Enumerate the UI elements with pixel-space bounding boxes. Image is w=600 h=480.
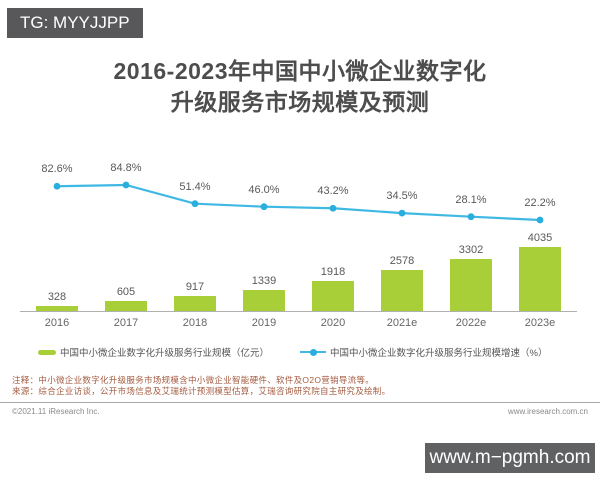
- x-axis-label-2020: 2020: [320, 317, 346, 329]
- growth-point-2016: [53, 182, 61, 190]
- x-axis-label-2018: 2018: [182, 317, 208, 329]
- growth-value-label-2022e: 28.1%: [455, 193, 487, 206]
- growth-point-2019: [260, 203, 268, 211]
- growth-value-label-2020: 43.2%: [317, 185, 349, 198]
- line-legend-dot-icon: [310, 348, 317, 356]
- x-axis-label-2021e: 2021e: [386, 317, 418, 329]
- bar-legend-swatch-icon: [38, 349, 56, 355]
- x-axis-label-2019: 2019: [251, 317, 277, 329]
- bar-value-label-2016: 328: [47, 290, 67, 303]
- growth-value-label-2018: 51.4%: [179, 180, 211, 193]
- bar-2021e: [381, 270, 423, 311]
- growth-value-label-2016: 82.6%: [41, 163, 73, 176]
- iresearch-website-text: www.iresearch.com.cn: [507, 407, 588, 416]
- growth-value-label-2023e: 22.2%: [524, 196, 556, 209]
- bar-2018: [174, 296, 216, 311]
- x-axis-label-2017: 2017: [113, 317, 139, 329]
- bar-value-label-2018: 917: [185, 281, 205, 294]
- watermark-badge-bottom-right: www.m−pgmh.com: [425, 443, 595, 473]
- footnote-source: 来源：综合企业访谈，公开市场信息及艾瑞统计预测模型估算，艾瑞咨询研究院自主研究及…: [12, 386, 391, 396]
- growth-value-label-2017: 84.8%: [110, 162, 142, 174]
- footnote-note: 注释：中小微企业数字化升级服务市场规模含中小微企业智能硬件、软件及O2O营销导流…: [12, 375, 375, 385]
- growth-value-label-2019: 46.0%: [248, 183, 280, 196]
- watermark-top-left-text: TG: MYYJJPP: [20, 13, 130, 32]
- growth-point-2018: [191, 200, 199, 208]
- chart-area: 328 2016 82.6% 605 2017 84.8% 917 2018 51.4% 1339…: [20, 160, 577, 335]
- bar-2020: [312, 280, 354, 311]
- legend-item-growth-rate: 中国中小微企业数字化升级服务行业规模增速（%）: [300, 345, 547, 359]
- copyright-text: ©2021.11 iResearch Inc.: [12, 407, 100, 416]
- footer-divider: [0, 402, 600, 403]
- bar-2019: [243, 289, 285, 311]
- x-axis-label-2023e: 2023e: [524, 317, 556, 329]
- bar-value-label-2019: 1339: [251, 274, 277, 287]
- growth-point-2023e: [536, 216, 544, 224]
- x-axis-label-2016: 2016: [44, 317, 70, 329]
- legend-bar-label: 中国中小微企业数字化升级服务行业规模（亿元）: [60, 348, 270, 359]
- page-title-line2: 升级服务市场规模及预测: [170, 89, 430, 115]
- bar-value-label-2023e: 4035: [527, 232, 553, 244]
- bar-2016: [36, 305, 78, 311]
- x-axis-line: [20, 311, 577, 312]
- growth-value-label-2021e: 34.5%: [386, 190, 418, 203]
- chart-legend: 中国中小微企业数字化升级服务行业规模（亿元） 中国中小微企业数字化升级服务行业规…: [0, 345, 600, 361]
- watermark-badge-top-left: TG: MYYJJPP: [7, 8, 143, 38]
- bar-value-label-2021e: 2578: [389, 255, 415, 268]
- footnotes: 注释：中小微企业数字化升级服务市场规模含中小微企业智能硬件、软件及O2O营销导流…: [12, 375, 390, 397]
- growth-point-2021e: [398, 209, 406, 217]
- legend-item-market-size: 中国中小微企业数字化升级服务行业规模（亿元）: [38, 345, 269, 359]
- growth-point-2022e: [467, 213, 475, 221]
- page-title: 2016-2023年中国中小微企业数字化 升级服务市场规模及预测: [0, 56, 600, 118]
- growth-point-2017: [122, 181, 130, 189]
- line-legend-marker-icon: [300, 348, 326, 356]
- x-axis-label-2022e: 2022e: [455, 317, 487, 329]
- bar-value-label-2020: 1918: [320, 265, 346, 278]
- page-title-line1: 2016-2023年中国中小微企业数字化: [113, 58, 487, 84]
- bar-value-label-2017: 605: [116, 286, 136, 299]
- bar-2023e: [519, 247, 561, 311]
- bar-2017: [105, 301, 147, 311]
- legend-line-label: 中国中小微企业数字化升级服务行业规模增速（%）: [330, 348, 548, 359]
- growth-point-2020: [329, 204, 337, 212]
- bar-2022e: [450, 258, 492, 311]
- watermark-bottom-right-text: www.m−pgmh.com: [429, 447, 591, 468]
- bar-value-label-2022e: 3302: [458, 243, 484, 256]
